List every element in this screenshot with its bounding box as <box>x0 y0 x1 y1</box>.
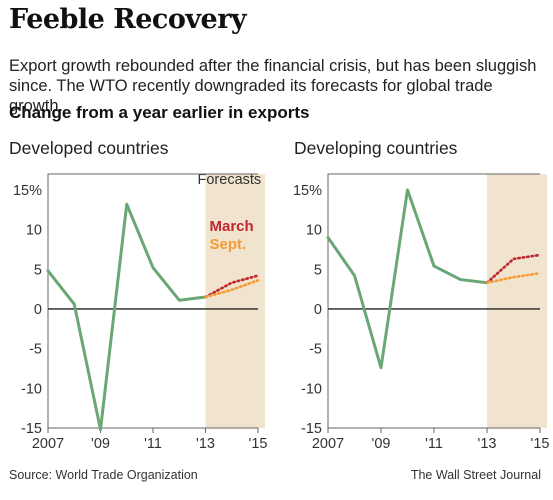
section-heading: Change from a year earlier in exports <box>9 103 310 122</box>
y-tick-label: 0 <box>34 302 42 318</box>
series-line-actual <box>326 188 489 370</box>
y-tick-label: -5 <box>309 342 322 358</box>
y-tick-label: 0 <box>314 302 322 318</box>
y-tick-label: -10 <box>301 381 322 397</box>
charts-canvas: Forecasts15%1050-5-10-152007'09'11'13'15… <box>13 172 550 452</box>
legend-sept: Sept. <box>210 236 247 253</box>
series-line-actual <box>46 202 207 432</box>
y-tick-label: 10 <box>306 223 322 239</box>
chart-title-developing: Developing countries <box>294 138 458 158</box>
x-tick-label: '11 <box>425 436 443 452</box>
y-tick-label: -10 <box>21 381 42 397</box>
x-tick-label: '13 <box>478 436 497 452</box>
legend-march: March <box>210 218 254 235</box>
y-tick-label: 5 <box>34 262 42 278</box>
x-tick-label: '15 <box>249 436 268 452</box>
series-line-sept <box>485 271 542 285</box>
x-tick-label: 2007 <box>312 436 344 452</box>
subtitle: Export growth rebounded after the financ… <box>9 57 537 115</box>
y-tick-label: -5 <box>29 342 42 358</box>
x-tick-label: 2007 <box>32 436 64 452</box>
x-tick-label: '09 <box>91 436 110 452</box>
x-tick-label: '13 <box>196 436 215 452</box>
chart-title-developed: Developed countries <box>9 138 169 158</box>
x-tick-label: '15 <box>531 436 550 452</box>
series-line-march <box>485 253 542 285</box>
y-tick-label: 15% <box>293 183 322 199</box>
y-tick-label: -15 <box>301 421 322 437</box>
source-note: Source: World Trade Organization <box>9 468 198 482</box>
page-title: Feeble Recovery <box>9 4 247 35</box>
credit-note: The Wall Street Journal <box>410 468 541 482</box>
x-tick-label: '09 <box>372 436 391 452</box>
y-tick-label: 5 <box>314 262 322 278</box>
series-line-march <box>204 274 260 299</box>
x-tick-label: '11 <box>144 436 162 452</box>
y-tick-label: -15 <box>21 421 42 437</box>
forecast-band <box>487 174 547 428</box>
forecast-band-label: Forecasts <box>198 172 262 188</box>
forecast-band <box>205 174 265 428</box>
y-tick-label: 15% <box>13 183 42 199</box>
series-line-sept <box>204 279 260 299</box>
y-tick-label: 10 <box>26 223 42 239</box>
